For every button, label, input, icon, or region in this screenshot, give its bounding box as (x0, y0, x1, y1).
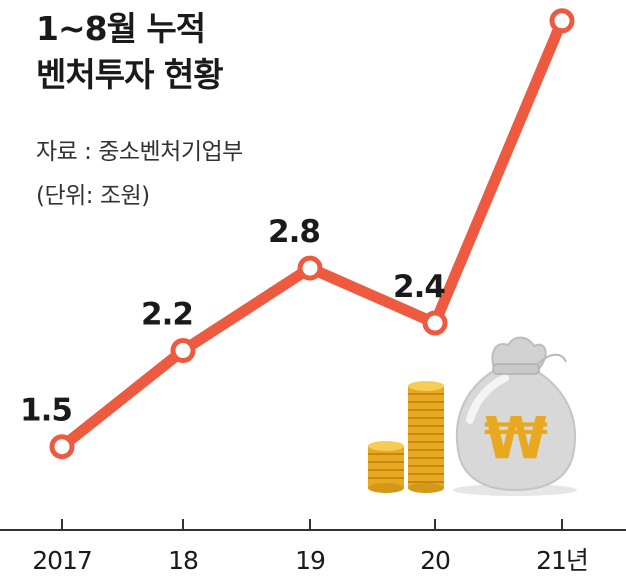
x-tick-label-0: 2017 (32, 546, 92, 575)
data-point-0 (49, 434, 75, 460)
data-label-2: 2.8 (268, 214, 320, 250)
data-point-1 (170, 338, 196, 364)
short-coin-stack (368, 441, 404, 493)
data-point-2 (297, 255, 323, 281)
data-label-0: 1.5 (20, 393, 72, 429)
title-line-1: 1~8월 누적 (36, 9, 206, 48)
source-note: 자료 : 중소벤처기업부 (36, 139, 243, 165)
x-tick-label-2: 19 (295, 546, 325, 575)
unit-note: (단위: 조원) (36, 183, 150, 209)
x-tick-label-1: 18 (168, 546, 198, 575)
won-symbol: ₩ (484, 404, 548, 472)
data-label-3: 2.4 (393, 269, 445, 305)
data-label-1: 2.2 (141, 297, 193, 333)
x-tick-label-3: 20 (420, 546, 450, 575)
tall-coin-stack (408, 381, 444, 493)
data-point-3 (422, 310, 448, 336)
title-line-2: 벤처투자 현황 (36, 55, 224, 94)
x-tick-label-4: 21년 (536, 546, 588, 575)
data-label-4: 4.6 (520, 0, 572, 3)
data-point-4 (549, 8, 575, 34)
chart-title: 1~8월 누적 벤처투자 현황 (36, 6, 224, 98)
money-illustration: ₩ (368, 336, 577, 496)
money-bag-icon: ₩ (453, 336, 577, 496)
